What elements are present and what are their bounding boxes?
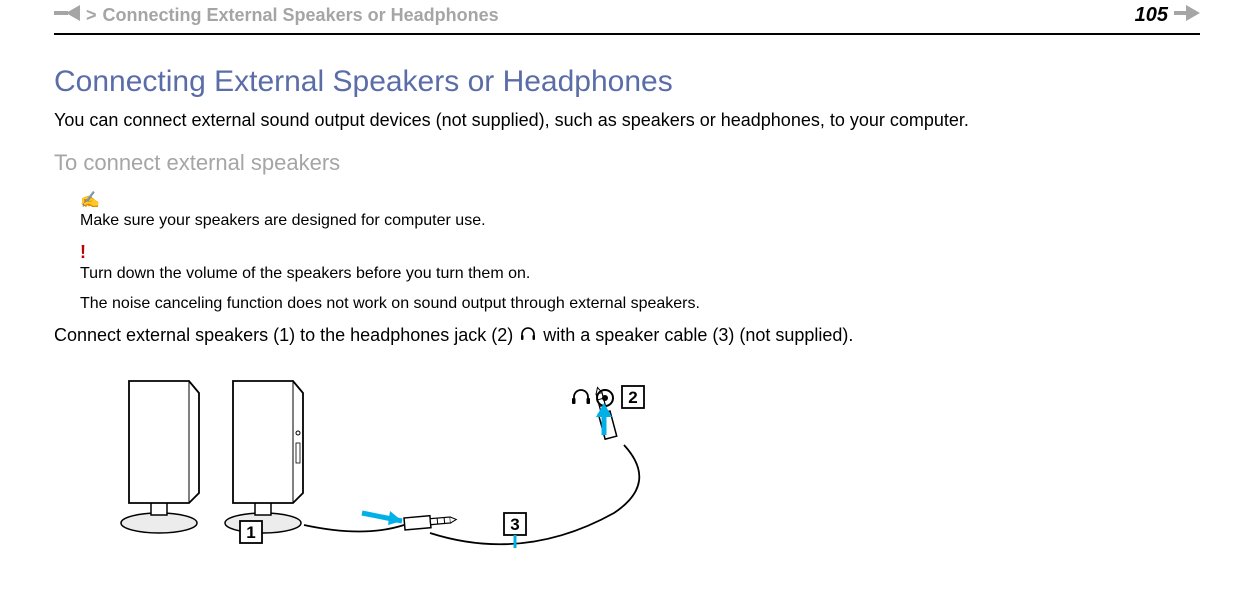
nav-next-arrow-icon[interactable] (1174, 5, 1200, 26)
breadcrumb: > Connecting External Speakers or Headph… (54, 5, 499, 26)
page-header: > Connecting External Speakers or Headph… (54, 0, 1200, 35)
label-1: 1 (240, 521, 262, 543)
step-text-before: Connect external speakers (1) to the hea… (54, 325, 518, 345)
connect-step: Connect external speakers (1) to the hea… (54, 325, 1200, 347)
intro-text: You can connect external sound output de… (54, 109, 1200, 132)
speaker-left-icon (121, 381, 199, 533)
svg-text:1: 1 (246, 523, 255, 542)
note-noise-cancel: The noise canceling function does not wo… (80, 295, 1200, 313)
headphones-jack-icon (572, 390, 590, 404)
cable-segment-b (430, 445, 639, 544)
warning-icon: ! (80, 242, 1200, 263)
note-designed-for-computer: Make sure your speakers are designed for… (80, 212, 1200, 230)
step-text-after: with a speaker cable (3) (not supplied). (538, 325, 853, 345)
cable-segment-a (304, 525, 404, 532)
svg-text:3: 3 (510, 515, 519, 534)
page-number-block: 105 (1135, 4, 1200, 27)
svg-text:2: 2 (628, 388, 637, 407)
arrow-to-cable (362, 511, 402, 525)
speaker-diagram: 1 (104, 363, 1200, 558)
label-2: 2 (622, 386, 644, 408)
speaker-right-icon (225, 381, 303, 533)
breadcrumb-chevron-icon: > (86, 5, 97, 26)
headphones-icon (520, 326, 536, 347)
nav-prev-arrow-icon[interactable] (54, 5, 80, 26)
jack-group: 2 (572, 386, 644, 408)
plug-left-icon (404, 514, 457, 530)
page-number: 105 (1135, 4, 1168, 27)
note-turn-down-volume: Turn down the volume of the speakers bef… (80, 265, 1200, 283)
pencil-note-icon: ✍ (80, 190, 1200, 210)
section-heading: Connecting External Speakers or Headphon… (54, 65, 1200, 99)
subsection-heading: To connect external speakers (54, 150, 1200, 176)
breadcrumb-text: Connecting External Speakers or Headphon… (103, 5, 499, 26)
